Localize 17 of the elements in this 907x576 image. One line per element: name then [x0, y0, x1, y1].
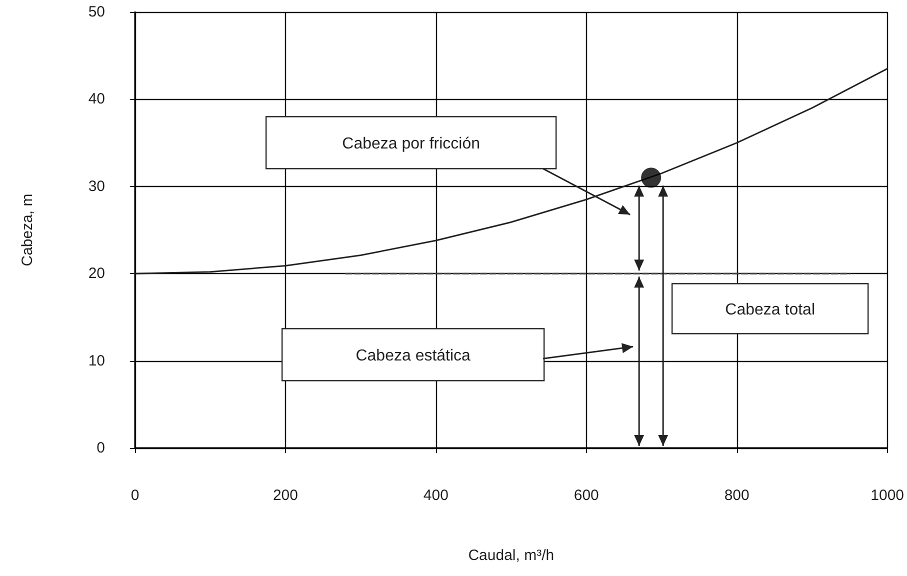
annotation: Cabeza por fricción: [342, 136, 480, 153]
x-axis-title: Caudal, m³/h: [468, 547, 554, 564]
annotation: Cabeza total: [725, 302, 816, 319]
y-axis-title: Cabeza, m: [19, 194, 36, 266]
y-tick-label: 0: [96, 440, 105, 456]
x-tick-label: 1000: [870, 487, 904, 504]
x-tick-label: 200: [272, 487, 298, 504]
y-tick-label: 10: [88, 352, 105, 370]
x-tick-label: 0: [130, 487, 140, 504]
x-tick-label: 400: [423, 487, 448, 504]
y-tick-label: 50: [88, 4, 105, 20]
x-tick-label: 800: [724, 487, 750, 504]
y-tick-label: 30: [88, 178, 105, 195]
y-tick-label: 40: [88, 90, 105, 108]
x-tick-label: 600: [574, 487, 599, 504]
y-tick-label: 20: [88, 265, 105, 282]
annotation: Cabeza estática: [356, 348, 471, 365]
